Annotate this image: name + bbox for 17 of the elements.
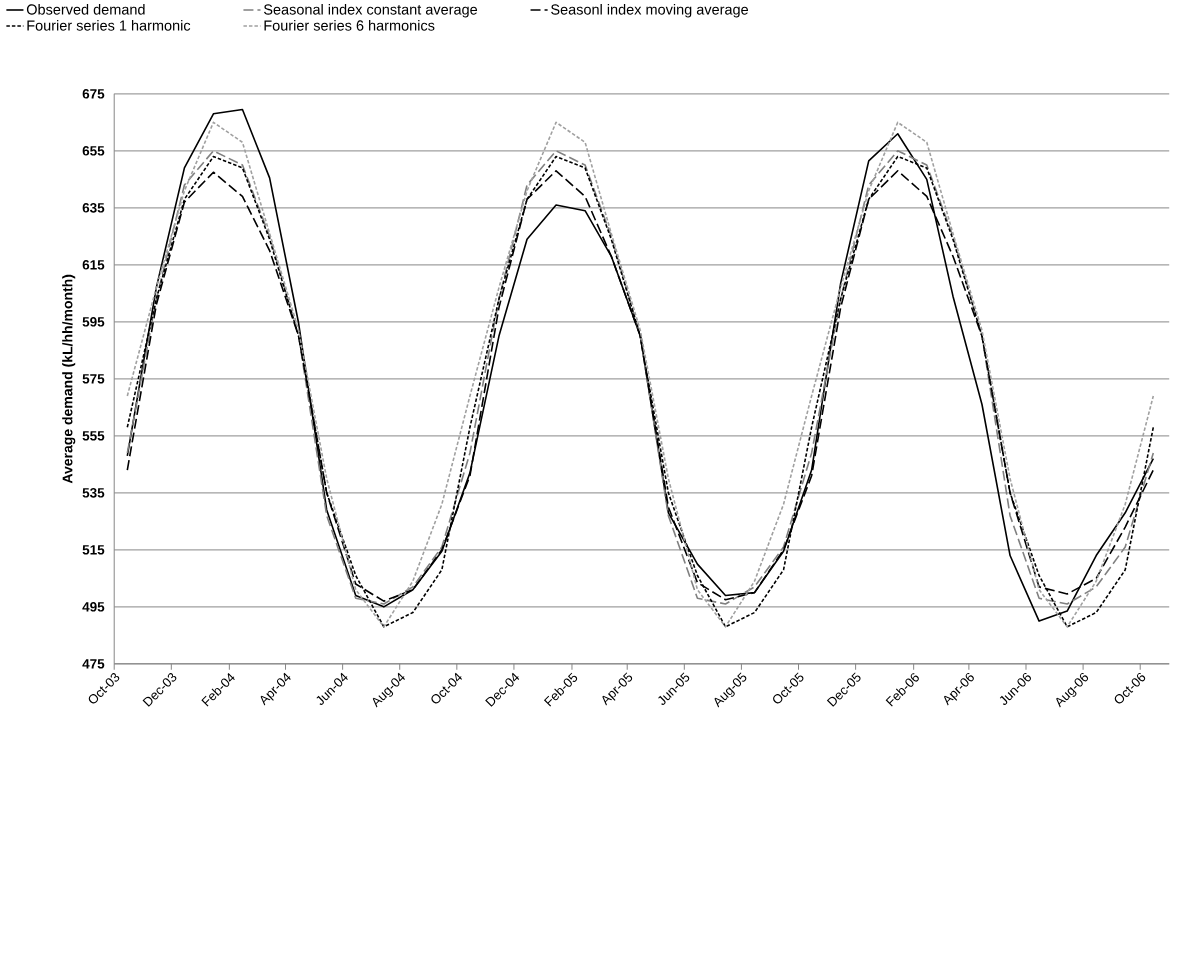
legend-label: Fourier series 6 harmonics [264,20,435,31]
y-tick-label: 555 [82,431,105,441]
y-tick-label: 615 [82,260,105,270]
y-tick-label: 515 [82,545,105,555]
legend-label: Fourier series 1 harmonic [27,20,191,31]
legend-label: Seasonal index constant average [263,4,478,18]
y-tick-label: 575 [82,374,105,384]
y-tick-label: 595 [82,317,105,327]
y-tick-label: 635 [82,203,105,213]
legend-label: Observed demand [26,4,145,15]
y-axis-title: Average demand (kL/hh/month) [62,275,76,484]
y-tick-label: 495 [82,602,105,612]
y-tick-label: 655 [82,146,105,156]
y-tick-label: 535 [82,488,105,498]
y-tick-label: 475 [82,659,105,669]
legend-label: Seasonl index moving average [551,4,749,18]
y-tick-label: 675 [82,89,105,99]
